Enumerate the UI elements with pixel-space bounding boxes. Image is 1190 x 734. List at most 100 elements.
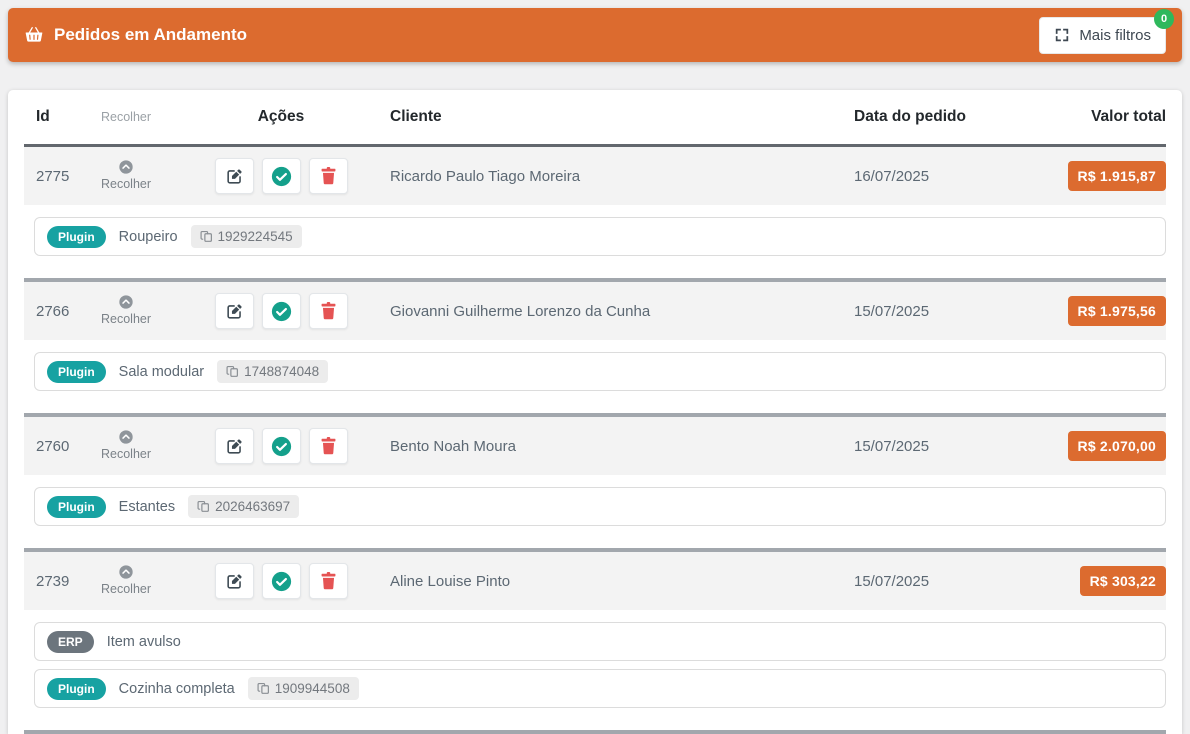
item-source-badge: ERP — [47, 630, 94, 653]
filters-count-badge: 0 — [1154, 8, 1174, 29]
edit-icon — [225, 437, 244, 456]
page-title: Pedidos em Andamento — [54, 25, 248, 44]
check-circle-icon — [271, 301, 292, 322]
item-source-badge: Plugin — [47, 225, 106, 248]
edit-icon — [225, 302, 244, 321]
more-filters-button[interactable]: Mais filtros 0 — [1039, 8, 1174, 54]
orders-card: Id Recolher Ações Cliente Data do pedido… — [8, 90, 1182, 734]
item-name: Sala modular — [118, 363, 205, 380]
item-name: Roupeiro — [118, 228, 178, 245]
order-group: 2775 Recolher — [24, 147, 1166, 282]
column-header-date: Data do pedido — [854, 108, 966, 125]
chevron-up-circle-icon — [118, 429, 134, 445]
column-header-collapse: Recolher — [100, 110, 152, 124]
order-items: ERP Item avulso Plugin Cozinha completa … — [24, 610, 1166, 730]
order-item: Plugin Cozinha completa 1909944508 — [34, 669, 1166, 708]
trash-icon — [320, 167, 337, 185]
item-code: 1929224545 — [217, 229, 293, 244]
total-badge: R$ 2.070,00 — [1067, 431, 1166, 461]
order-items: Plugin Sala modular 1748874048 — [24, 340, 1166, 413]
approve-order-button[interactable] — [261, 428, 301, 464]
trash-icon — [320, 302, 337, 320]
order-date: 15/07/2025 — [854, 302, 930, 320]
trash-icon — [320, 572, 337, 590]
item-name: Cozinha completa — [118, 680, 235, 697]
check-circle-icon — [271, 166, 292, 187]
order-item: ERP Item avulso — [34, 622, 1166, 661]
copy-icon — [226, 365, 239, 379]
client-name: Ricardo Paulo Tiago Moreira — [390, 167, 581, 185]
collapse-toggle[interactable]: Recolher — [80, 294, 172, 327]
edit-order-button[interactable] — [214, 293, 254, 329]
order-item: Plugin Estantes 2026463697 — [34, 487, 1166, 526]
trash-icon — [320, 437, 337, 455]
collapse-toggle[interactable]: Recolher — [80, 159, 172, 192]
collapse-label: Recolher — [100, 177, 152, 192]
order-actions — [172, 158, 390, 194]
expand-icon — [1054, 27, 1070, 43]
order-actions — [172, 428, 390, 464]
group-separator — [24, 548, 1166, 552]
client-name: Giovanni Guilherme Lorenzo da Cunha — [390, 302, 651, 320]
item-code: 1909944508 — [274, 681, 350, 696]
client-name: Bento Noah Moura — [390, 437, 516, 455]
chevron-up-circle-icon — [118, 159, 134, 175]
order-id: 2739 — [36, 572, 70, 590]
total-badge: R$ 1.915,87 — [1067, 161, 1166, 191]
order-id: 2766 — [36, 302, 70, 320]
item-code: 1748874048 — [244, 364, 320, 379]
collapse-label: Recolher — [100, 447, 152, 462]
column-header-actions: Ações — [257, 108, 305, 125]
approve-order-button[interactable] — [261, 563, 301, 599]
chevron-up-circle-icon — [118, 564, 134, 580]
collapse-toggle[interactable]: Recolher — [80, 429, 172, 462]
column-header-total: Valor total — [1091, 108, 1166, 125]
delete-order-button[interactable] — [308, 293, 348, 329]
edit-order-button[interactable] — [214, 158, 254, 194]
order-group: 2739 Recolher — [24, 552, 1166, 734]
collapse-label: Recolher — [100, 582, 152, 597]
edit-order-button[interactable] — [214, 563, 254, 599]
order-date: 16/07/2025 — [854, 167, 930, 185]
orders-list: 2775 Recolher — [24, 147, 1166, 734]
item-code-copy[interactable]: 1929224545 — [190, 225, 302, 248]
approve-order-button[interactable] — [261, 293, 301, 329]
item-source-badge: Plugin — [47, 495, 106, 518]
group-separator — [24, 413, 1166, 417]
group-separator — [24, 730, 1166, 734]
copy-icon — [197, 500, 210, 514]
delete-order-button[interactable] — [308, 428, 348, 464]
item-name: Estantes — [118, 498, 176, 515]
delete-order-button[interactable] — [308, 158, 348, 194]
column-header-id: Id — [36, 108, 50, 125]
collapse-label: Recolher — [100, 312, 152, 327]
page-header: Pedidos em Andamento Mais filtros 0 — [8, 8, 1182, 62]
more-filters-label: Mais filtros — [1079, 26, 1151, 44]
shopping-basket-icon — [24, 25, 44, 45]
order-actions — [172, 293, 390, 329]
order-items: Plugin Roupeiro 1929224545 — [24, 205, 1166, 278]
item-code: 2026463697 — [215, 499, 291, 514]
copy-icon — [257, 682, 270, 696]
order-item: Plugin Sala modular 1748874048 — [34, 352, 1166, 391]
column-header-client: Cliente — [390, 108, 442, 125]
collapse-toggle[interactable]: Recolher — [80, 564, 172, 597]
order-row: 2775 Recolher — [24, 147, 1166, 205]
order-row: 2739 Recolher — [24, 552, 1166, 610]
item-code-copy[interactable]: 1909944508 — [247, 677, 359, 700]
edit-order-button[interactable] — [214, 428, 254, 464]
item-code-copy[interactable]: 1748874048 — [217, 360, 329, 383]
order-date: 15/07/2025 — [854, 572, 930, 590]
order-items: Plugin Estantes 2026463697 — [24, 475, 1166, 548]
edit-icon — [225, 572, 244, 591]
order-row: 2760 Recolher — [24, 417, 1166, 475]
order-item: Plugin Roupeiro 1929224545 — [34, 217, 1166, 256]
copy-icon — [200, 230, 213, 244]
check-circle-icon — [271, 436, 292, 457]
total-badge: R$ 303,22 — [1079, 566, 1166, 596]
item-code-copy[interactable]: 2026463697 — [188, 495, 300, 518]
table-header-row: Id Recolher Ações Cliente Data do pedido… — [24, 90, 1166, 147]
approve-order-button[interactable] — [261, 158, 301, 194]
total-badge: R$ 1.975,56 — [1067, 296, 1166, 326]
delete-order-button[interactable] — [308, 563, 348, 599]
